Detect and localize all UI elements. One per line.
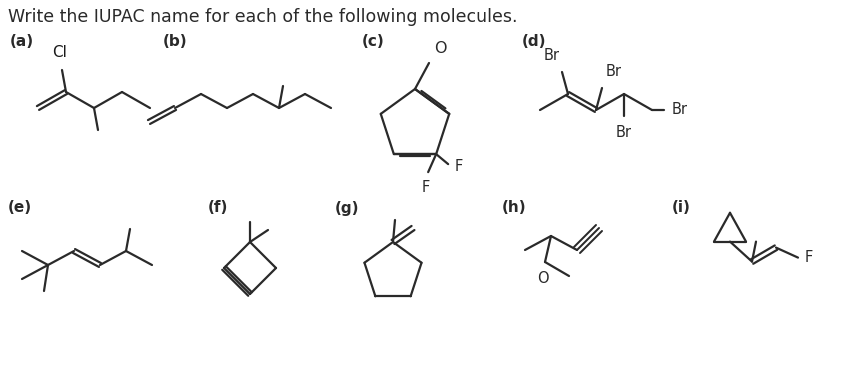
Text: (f): (f) [208,201,229,215]
Text: (i): (i) [672,201,691,215]
Text: Br: Br [544,48,560,63]
Text: (e): (e) [8,201,32,215]
Text: (b): (b) [163,35,188,49]
Text: F: F [422,180,430,195]
Text: Br: Br [672,103,688,117]
Text: O: O [434,41,447,56]
Text: Br: Br [606,64,622,79]
Text: F: F [454,158,462,174]
Text: Write the IUPAC name for each of the following molecules.: Write the IUPAC name for each of the fol… [8,8,518,26]
Text: (h): (h) [502,201,527,215]
Text: O: O [537,271,549,286]
Text: (a): (a) [10,35,34,49]
Text: F: F [805,250,813,265]
Text: (g): (g) [335,201,359,215]
Text: Br: Br [616,125,632,140]
Text: (c): (c) [362,35,385,49]
Text: Cl: Cl [53,45,68,60]
Text: (d): (d) [522,35,546,49]
